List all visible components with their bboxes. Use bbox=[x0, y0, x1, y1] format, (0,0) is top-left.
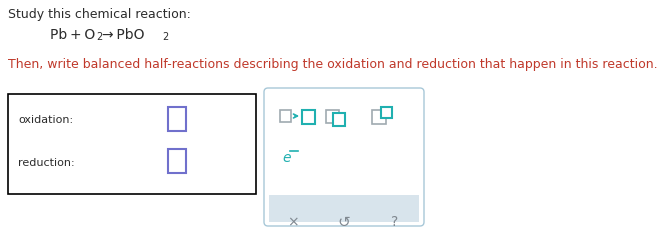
Bar bbox=[302, 111, 315, 124]
Text: ×: × bbox=[287, 214, 299, 228]
Text: ↺: ↺ bbox=[338, 214, 350, 229]
Text: ?: ? bbox=[391, 214, 399, 228]
Bar bbox=[8, 95, 256, 194]
Bar bbox=[280, 111, 291, 123]
Text: 2: 2 bbox=[96, 32, 102, 42]
Bar bbox=[326, 111, 339, 123]
Text: oxidation:: oxidation: bbox=[18, 114, 73, 124]
Text: 2: 2 bbox=[162, 32, 168, 42]
Bar bbox=[381, 108, 392, 118]
Text: Then, write balanced half-reactions describing the oxidation and reduction that : Then, write balanced half-reactions desc… bbox=[8, 58, 657, 71]
Text: e: e bbox=[282, 150, 290, 164]
Bar bbox=[168, 149, 186, 173]
Text: Study this chemical reaction:: Study this chemical reaction: bbox=[8, 8, 191, 21]
Text: reduction:: reduction: bbox=[18, 157, 75, 167]
Text: → PbO: → PbO bbox=[102, 28, 145, 42]
Text: Pb + O: Pb + O bbox=[50, 28, 95, 42]
Bar bbox=[269, 195, 419, 222]
Bar bbox=[372, 111, 386, 124]
FancyBboxPatch shape bbox=[264, 89, 424, 226]
Bar bbox=[168, 108, 186, 131]
Bar bbox=[333, 114, 345, 126]
